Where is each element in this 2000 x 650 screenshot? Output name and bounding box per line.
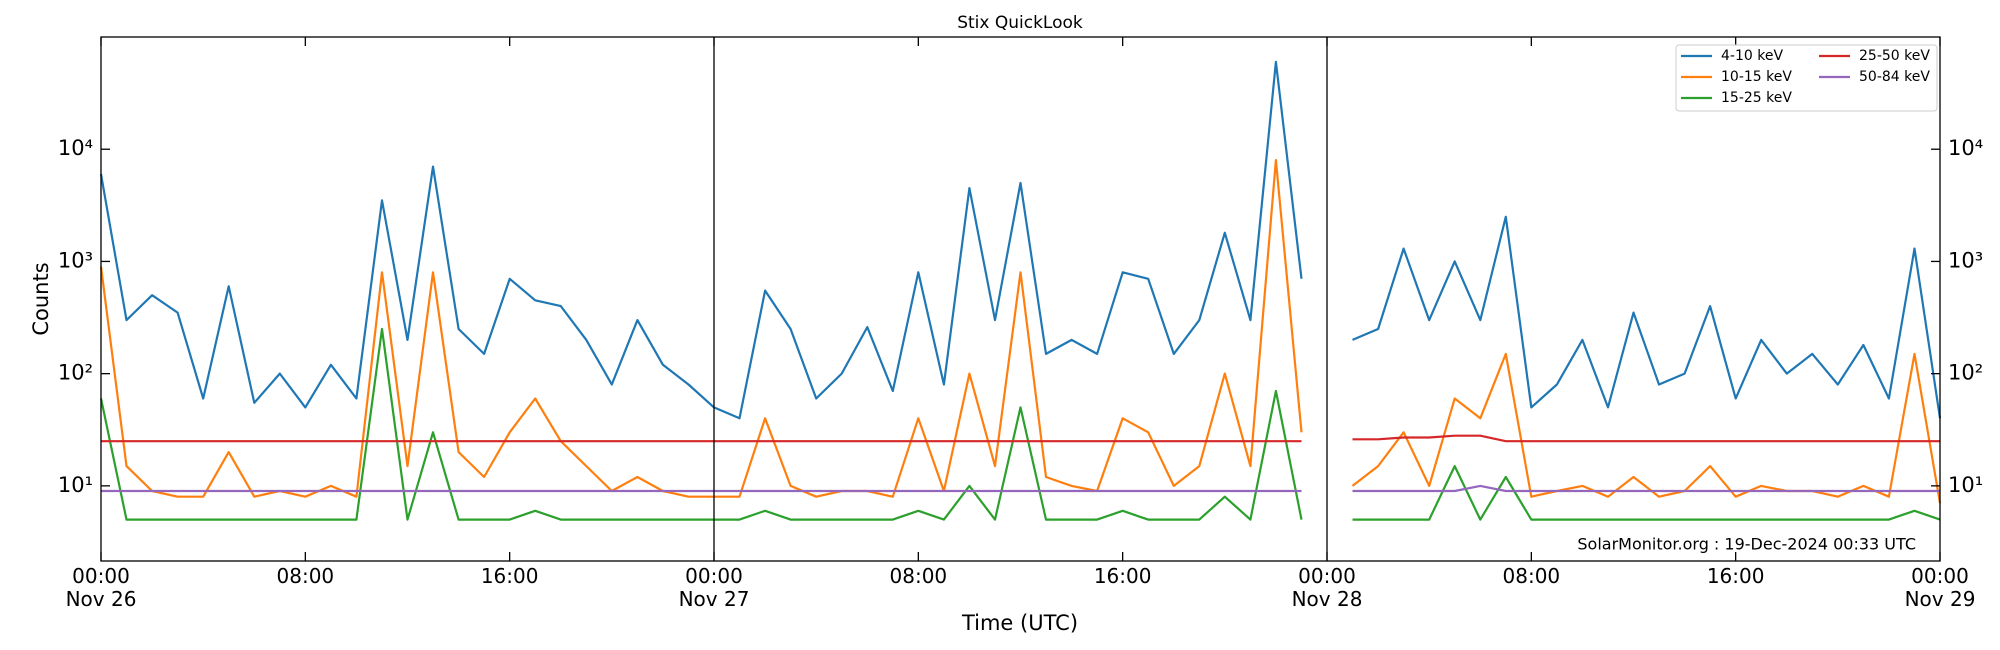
legend-label: 10-15 keV	[1721, 69, 1792, 85]
x-tick-label: 08:00	[889, 564, 948, 588]
x-tick-label: 08:00	[276, 564, 335, 588]
annotation: SolarMonitor.org : 19-Dec-2024 00:33 UTC	[1577, 535, 1916, 554]
y-tick-label-right: 10¹	[1948, 473, 1983, 497]
legend-box	[1675, 44, 1938, 112]
x-tick-label: 16:00	[1706, 564, 1765, 588]
x-tick-label: 16:00	[1093, 564, 1152, 588]
y-tick-label: 10¹	[58, 473, 93, 497]
chart-title: Stix QuickLook	[957, 13, 1083, 33]
legend-label: 25-50 keV	[1859, 48, 1930, 64]
y-tick-label-right: 10³	[1948, 248, 1983, 272]
plot-frame	[100, 36, 1941, 562]
series-line	[99, 60, 1942, 420]
y-tick-label: 10³	[58, 248, 93, 272]
x-tick-label: 16:00	[480, 564, 539, 588]
series-line	[99, 159, 1942, 504]
legend-label: 50-84 keV	[1859, 69, 1930, 85]
y-tick-label-right: 10⁴	[1948, 136, 1983, 160]
legend-label: 15-25 keV	[1721, 90, 1792, 106]
legend-label: 4-10 keV	[1721, 48, 1783, 64]
series-line	[101, 484, 1940, 493]
x-tick-label: 00:00 Nov 29	[1904, 564, 1976, 611]
x-tick-label: 00:00 Nov 28	[1291, 564, 1363, 611]
y-tick-label-right: 10²	[1948, 361, 1983, 385]
x-axis-label: Time (UTC)	[961, 611, 1078, 635]
series-line	[101, 434, 1940, 443]
y-axis-label: Counts	[29, 262, 53, 335]
y-tick-label: 10⁴	[58, 136, 93, 160]
x-tick-label: 00:00 Nov 27	[678, 564, 750, 611]
series-line	[99, 327, 1941, 521]
x-tick-label: 08:00	[1502, 564, 1561, 588]
x-tick-label: 00:00 Nov 26	[65, 564, 137, 611]
y-tick-label: 10²	[58, 361, 93, 385]
